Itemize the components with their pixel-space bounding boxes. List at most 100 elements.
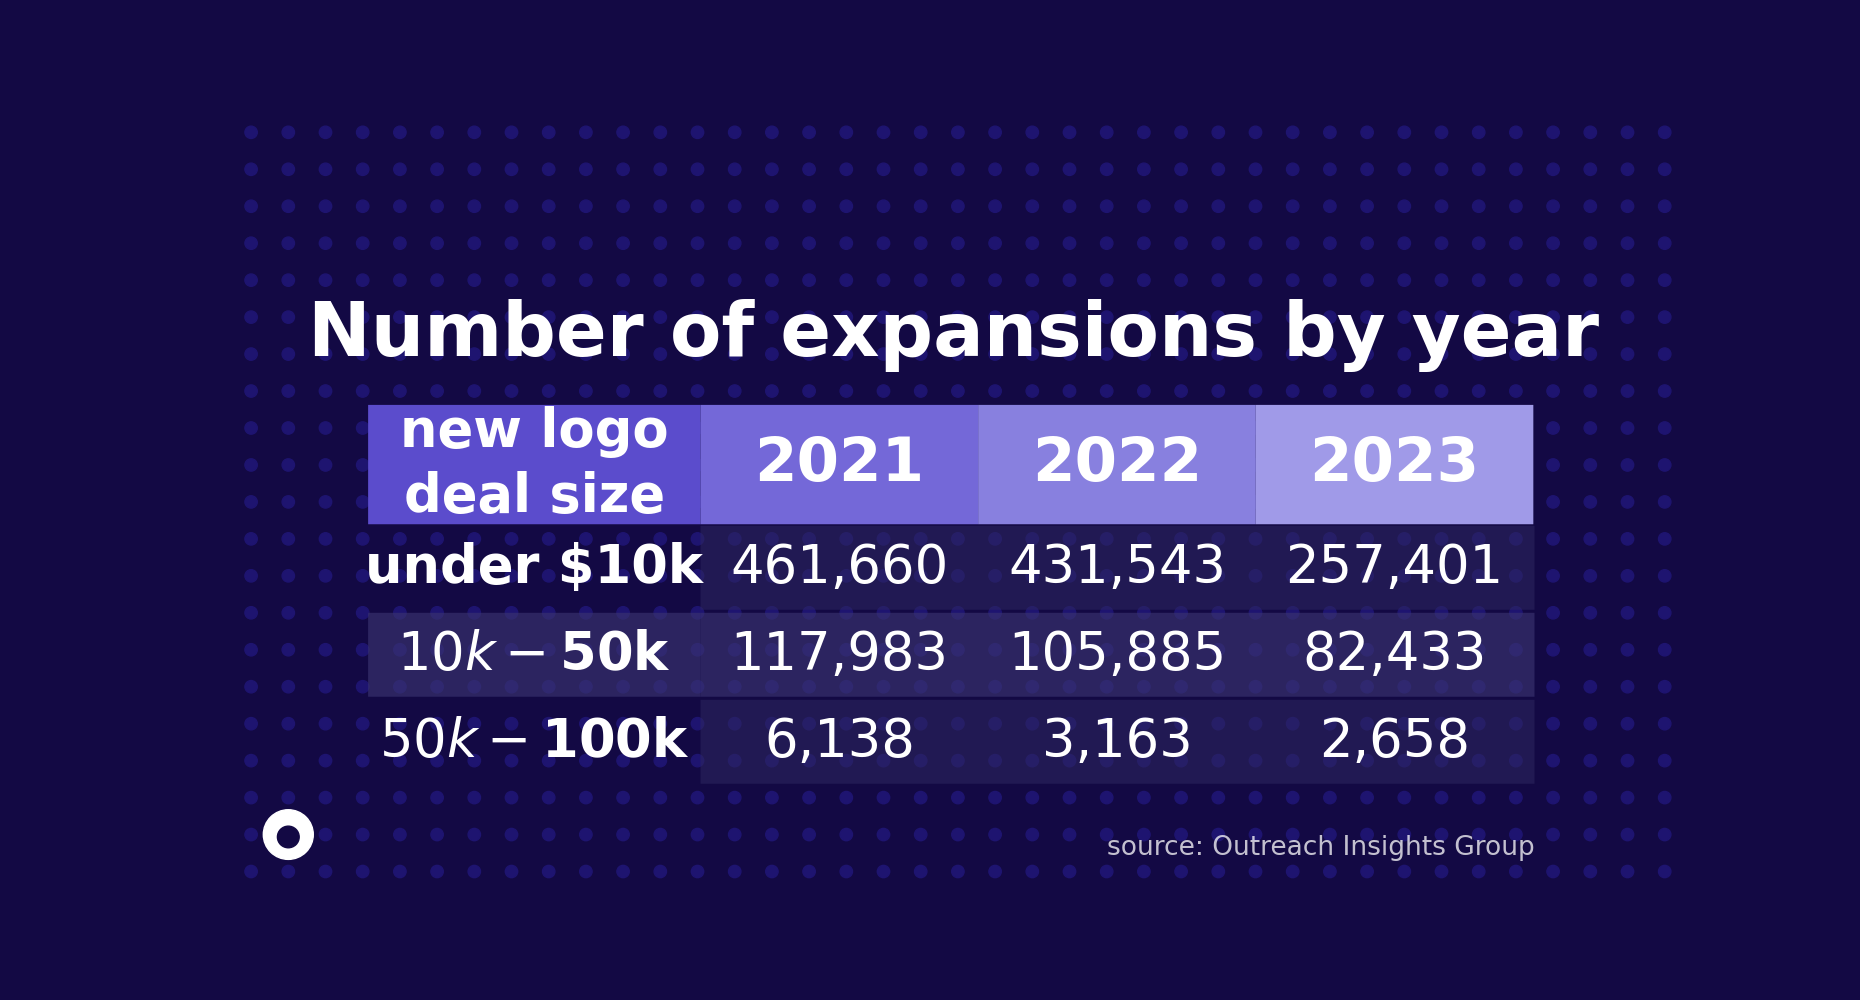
Circle shape (1213, 237, 1224, 249)
Circle shape (729, 828, 740, 841)
Circle shape (1138, 828, 1149, 841)
Text: 82,433: 82,433 (1302, 629, 1486, 681)
Circle shape (841, 385, 852, 397)
Circle shape (1027, 459, 1038, 471)
Circle shape (804, 828, 815, 841)
Circle shape (655, 533, 666, 545)
Circle shape (1622, 681, 1633, 693)
Circle shape (1324, 126, 1335, 138)
Circle shape (1101, 200, 1112, 212)
Circle shape (1027, 865, 1038, 878)
Circle shape (1027, 718, 1038, 730)
Circle shape (1473, 865, 1484, 878)
Circle shape (1510, 311, 1521, 323)
Circle shape (283, 828, 294, 841)
Circle shape (1548, 607, 1559, 619)
Circle shape (1473, 570, 1484, 582)
Circle shape (246, 533, 257, 545)
Circle shape (1659, 126, 1670, 138)
Circle shape (1324, 828, 1335, 841)
Circle shape (804, 126, 815, 138)
Circle shape (1510, 681, 1521, 693)
Circle shape (1362, 163, 1373, 175)
Circle shape (1510, 828, 1521, 841)
Circle shape (1548, 681, 1559, 693)
Circle shape (1473, 533, 1484, 545)
Circle shape (1324, 533, 1335, 545)
Circle shape (432, 385, 443, 397)
Text: $10k - $50k: $10k - $50k (398, 629, 671, 681)
Circle shape (1622, 828, 1633, 841)
Circle shape (1436, 865, 1447, 878)
Circle shape (1064, 644, 1075, 656)
Circle shape (1324, 385, 1335, 397)
Circle shape (878, 791, 889, 804)
Circle shape (1213, 163, 1224, 175)
Circle shape (1399, 607, 1410, 619)
Circle shape (1510, 496, 1521, 508)
Circle shape (1250, 237, 1261, 249)
Circle shape (1287, 237, 1298, 249)
Circle shape (1138, 126, 1149, 138)
Circle shape (766, 865, 777, 878)
Circle shape (729, 126, 740, 138)
Circle shape (1101, 828, 1112, 841)
Circle shape (469, 754, 480, 767)
Circle shape (841, 422, 852, 434)
Circle shape (469, 681, 480, 693)
Circle shape (1659, 385, 1670, 397)
Circle shape (1138, 533, 1149, 545)
Circle shape (1250, 200, 1261, 212)
Circle shape (580, 274, 591, 286)
Circle shape (394, 496, 405, 508)
Circle shape (1659, 533, 1670, 545)
Circle shape (729, 348, 740, 360)
Circle shape (1176, 311, 1187, 323)
Circle shape (394, 200, 405, 212)
Circle shape (915, 644, 926, 656)
Circle shape (804, 644, 815, 656)
Circle shape (246, 459, 257, 471)
Circle shape (506, 163, 517, 175)
Circle shape (841, 865, 852, 878)
Circle shape (1138, 200, 1149, 212)
Circle shape (394, 865, 405, 878)
Circle shape (729, 791, 740, 804)
Circle shape (469, 533, 480, 545)
Circle shape (841, 274, 852, 286)
Circle shape (543, 791, 554, 804)
Circle shape (1548, 570, 1559, 582)
Circle shape (655, 237, 666, 249)
Circle shape (952, 200, 963, 212)
Circle shape (1250, 865, 1261, 878)
Circle shape (1213, 459, 1224, 471)
Circle shape (1436, 681, 1447, 693)
Circle shape (1473, 422, 1484, 434)
Text: 2,658: 2,658 (1319, 716, 1469, 768)
Circle shape (1027, 607, 1038, 619)
Circle shape (1473, 311, 1484, 323)
Circle shape (729, 718, 740, 730)
Circle shape (469, 607, 480, 619)
Circle shape (283, 237, 294, 249)
Circle shape (804, 570, 815, 582)
Circle shape (1250, 348, 1261, 360)
Circle shape (283, 607, 294, 619)
Circle shape (952, 570, 963, 582)
Circle shape (952, 754, 963, 767)
Circle shape (1362, 311, 1373, 323)
Circle shape (915, 163, 926, 175)
Circle shape (729, 754, 740, 767)
Text: 3,163: 3,163 (1042, 716, 1192, 768)
Circle shape (1548, 459, 1559, 471)
Circle shape (469, 570, 480, 582)
Circle shape (1250, 311, 1261, 323)
Circle shape (1510, 791, 1521, 804)
Text: 6,138: 6,138 (764, 716, 915, 768)
Circle shape (692, 718, 703, 730)
Text: $50k - $100k: $50k - $100k (379, 716, 690, 768)
Circle shape (1287, 570, 1298, 582)
Circle shape (618, 681, 629, 693)
Circle shape (432, 496, 443, 508)
Circle shape (246, 570, 257, 582)
